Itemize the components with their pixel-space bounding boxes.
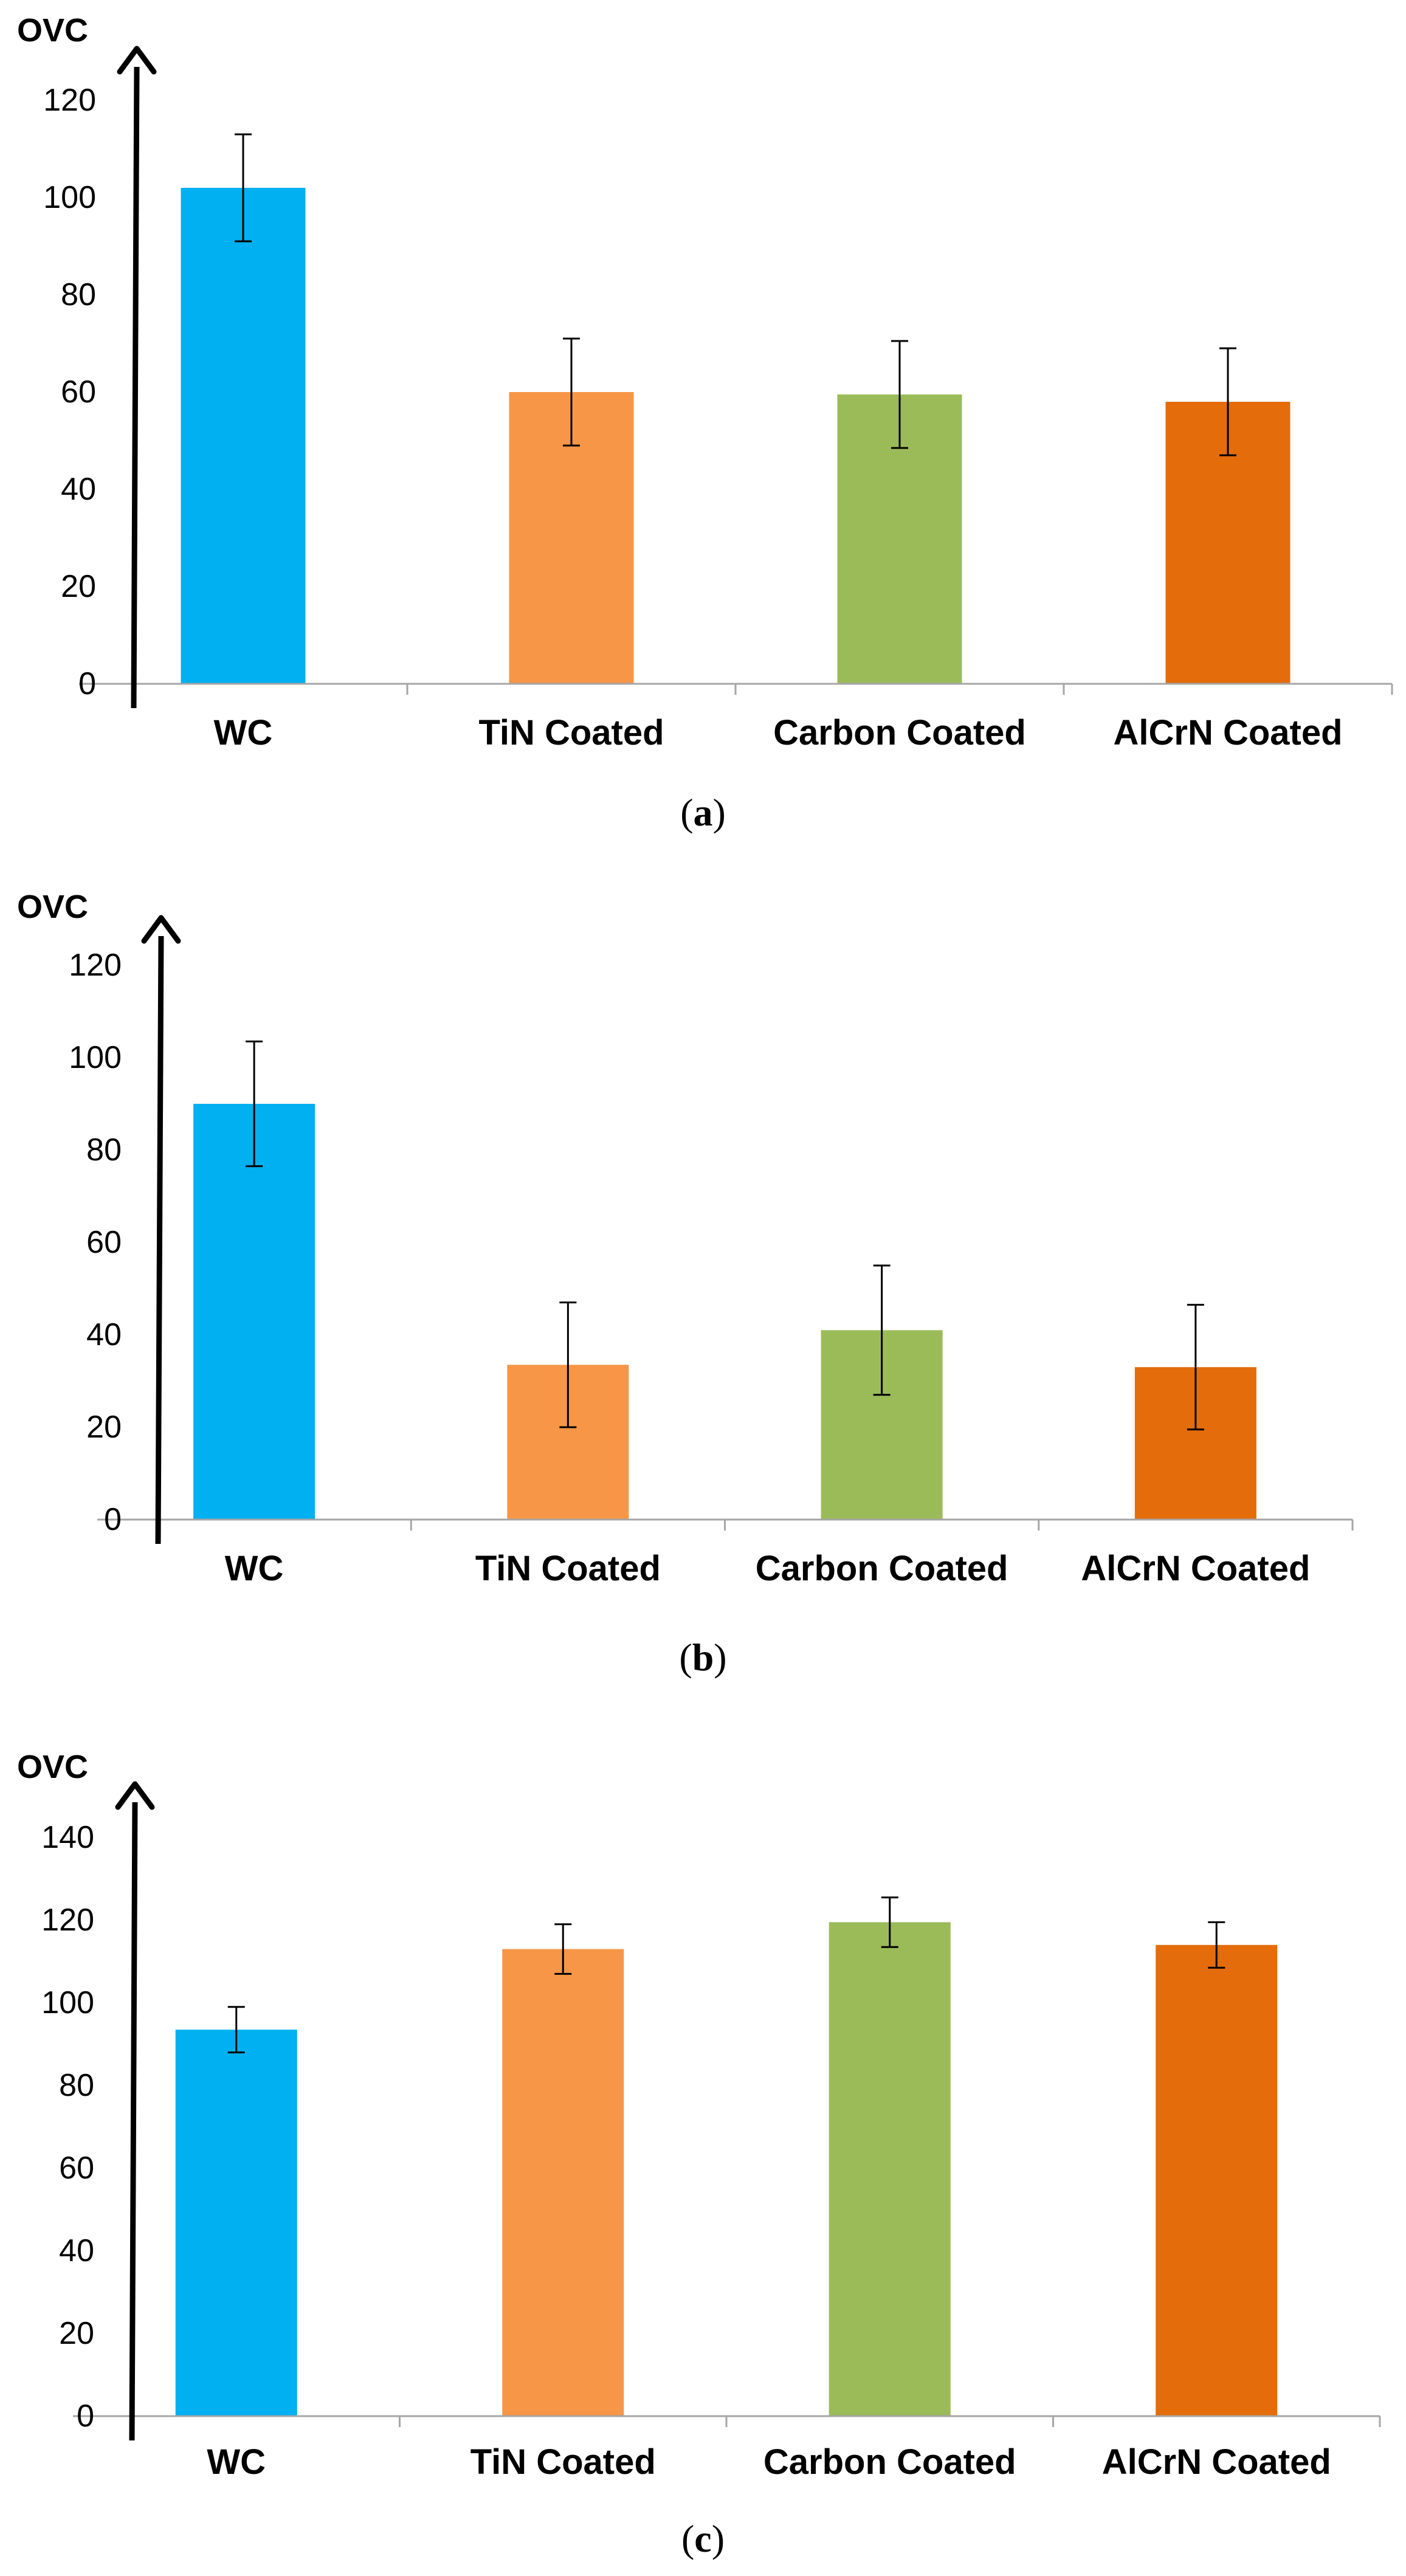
y-axis-line [155, 935, 164, 1545]
category-label-1: TiN Coated [478, 713, 664, 752]
chart-a: 0 20 40 60 80 100 120 OVC WC TiN Coated Carbon Coa… [17, 12, 1393, 752]
bar-0 [181, 188, 306, 684]
y-axis-arrowhead [141, 915, 181, 944]
caption-a-letter: a [693, 791, 713, 834]
category-label-2: Carbon Coated [763, 2442, 1016, 2482]
bar-1 [502, 1949, 624, 2416]
y-tick-label-4: 80 [61, 277, 96, 312]
y-tick-label-2: 40 [59, 2233, 94, 2268]
y-tick-label-3: 60 [59, 2151, 94, 2186]
y-axis-arrowhead [117, 46, 157, 75]
bar-2 [829, 1922, 951, 2416]
bar-0 [193, 1104, 315, 1520]
y-tick-label-5: 100 [41, 1985, 94, 2020]
y-axis-line [131, 66, 140, 709]
caption-c-letter: c [694, 2517, 712, 2560]
category-label-0: WC [225, 1549, 284, 1588]
y-tick-label-6: 120 [41, 1903, 94, 1938]
y-axis-line [129, 1802, 138, 2441]
chart-panel-a: 0 20 40 60 80 100 120 OVC WC TiN Coated Carbon Coa… [0, 0, 1406, 851]
y-tick-label-4: 80 [59, 2068, 94, 2103]
y-tick-label-2: 40 [86, 1317, 122, 1352]
y-tick-label-5: 100 [43, 180, 96, 215]
category-label-0: WC [214, 713, 273, 752]
y-tick-label-6: 120 [69, 948, 122, 983]
category-label-1: TiN Coated [475, 1549, 661, 1588]
y-tick-label-0: 0 [77, 2399, 94, 2434]
y-tick-label-7: 140 [41, 1820, 94, 1855]
caption-c: (c) [681, 2517, 725, 2560]
category-label-3: AlCrN Coated [1113, 713, 1342, 752]
y-axis-label: OVC [17, 889, 88, 925]
y-tick-label-1: 20 [61, 569, 96, 604]
y-axis-arrowhead [115, 1781, 155, 1810]
bar-3 [1156, 1944, 1278, 2416]
category-label-0: WC [207, 2442, 266, 2482]
caption-a: (a) [680, 791, 726, 834]
y-tick-label-3: 60 [61, 374, 96, 410]
category-label-3: AlCrN Coated [1081, 1549, 1310, 1588]
category-label-2: Carbon Coated [756, 1549, 1008, 1588]
y-tick-label-4: 80 [86, 1132, 122, 1168]
y-tick-label-1: 20 [86, 1410, 122, 1445]
y-axis-label: OVC [17, 12, 88, 49]
category-label-2: Carbon Coated [773, 713, 1026, 752]
chart-b: 0 20 40 60 80 100 120 OVC WC TiN Coated Carbon Coa… [17, 889, 1354, 1588]
chart-panel-b: 0 20 40 60 80 100 120 OVC WC TiN Coated Carbon Coa… [17, 889, 1354, 1679]
y-tick-label-6: 120 [43, 83, 96, 118]
category-label-1: TiN Coated [470, 2442, 656, 2482]
caption-b: (b) [679, 1636, 727, 1679]
caption-b-letter: b [692, 1636, 714, 1679]
y-tick-label-1: 20 [59, 2316, 94, 2351]
y-tick-label-3: 60 [86, 1225, 122, 1260]
y-tick-label-5: 100 [69, 1040, 122, 1075]
y-tick-label-0: 0 [104, 1502, 122, 1537]
y-axis-label: OVC [17, 1749, 88, 1785]
y-tick-label-2: 40 [61, 472, 96, 507]
bar-0 [175, 2030, 297, 2416]
y-tick-label-0: 0 [78, 666, 96, 701]
category-label-3: AlCrN Coated [1102, 2442, 1331, 2482]
